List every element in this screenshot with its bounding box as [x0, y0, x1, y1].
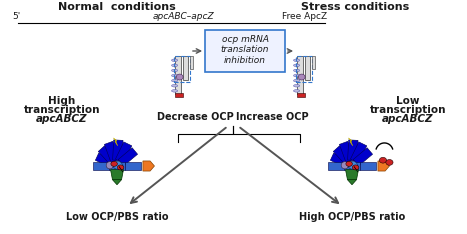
Bar — [360, 162, 376, 170]
Ellipse shape — [346, 161, 353, 166]
Ellipse shape — [177, 74, 183, 80]
FancyBboxPatch shape — [205, 30, 285, 72]
Text: 5': 5' — [12, 12, 20, 21]
Ellipse shape — [117, 165, 124, 170]
Polygon shape — [346, 170, 359, 180]
Text: High OCP/PBS ratio: High OCP/PBS ratio — [299, 212, 405, 222]
Bar — [109, 162, 125, 170]
Bar — [118, 148, 138, 166]
Bar — [125, 162, 141, 170]
Bar — [95, 153, 114, 168]
Bar — [183, 56, 188, 80]
Bar — [347, 140, 358, 161]
Polygon shape — [348, 138, 353, 146]
Ellipse shape — [171, 84, 177, 87]
Ellipse shape — [171, 79, 177, 82]
Bar — [98, 146, 117, 165]
Bar — [312, 56, 315, 69]
Ellipse shape — [171, 90, 177, 92]
Ellipse shape — [294, 74, 300, 77]
Bar — [105, 141, 119, 162]
Bar — [330, 153, 349, 168]
Polygon shape — [143, 161, 155, 171]
Text: Decrease OCP: Decrease OCP — [156, 112, 234, 122]
Text: apcABCZ: apcABCZ — [36, 114, 88, 124]
Text: Normal  conditions: Normal conditions — [58, 2, 176, 12]
Bar — [333, 146, 352, 165]
Polygon shape — [378, 161, 389, 171]
Ellipse shape — [171, 74, 177, 77]
Bar — [113, 140, 123, 161]
Ellipse shape — [113, 161, 122, 169]
Ellipse shape — [348, 161, 357, 169]
Bar — [115, 142, 132, 163]
Ellipse shape — [294, 90, 300, 92]
Bar — [296, 56, 312, 81]
Ellipse shape — [294, 69, 300, 72]
Bar — [297, 93, 305, 97]
Polygon shape — [113, 138, 118, 146]
Text: transcription: transcription — [24, 105, 100, 115]
Ellipse shape — [171, 69, 177, 72]
Bar — [190, 56, 193, 69]
Bar — [344, 162, 360, 170]
Text: Low: Low — [396, 96, 420, 106]
Ellipse shape — [353, 165, 359, 170]
Ellipse shape — [294, 84, 300, 87]
Polygon shape — [113, 180, 121, 185]
Text: High: High — [49, 96, 76, 106]
Ellipse shape — [106, 162, 113, 169]
Bar — [175, 93, 183, 97]
Ellipse shape — [298, 74, 305, 80]
Ellipse shape — [341, 162, 348, 169]
Text: apcABCZ: apcABCZ — [382, 114, 434, 124]
Text: Stress conditions: Stress conditions — [301, 2, 409, 12]
Text: transcription: transcription — [370, 105, 446, 115]
Polygon shape — [347, 180, 356, 185]
Ellipse shape — [294, 59, 300, 62]
Bar — [305, 56, 310, 80]
Ellipse shape — [294, 64, 300, 67]
Text: Low OCP/PBS ratio: Low OCP/PBS ratio — [66, 212, 168, 222]
Bar — [353, 148, 373, 166]
Bar — [328, 162, 344, 170]
Ellipse shape — [379, 157, 387, 163]
Text: Increase OCP: Increase OCP — [236, 112, 308, 122]
Polygon shape — [111, 170, 123, 180]
Ellipse shape — [386, 160, 393, 165]
Bar — [93, 162, 109, 170]
Text: apcABC–apcZ: apcABC–apcZ — [152, 12, 214, 21]
Ellipse shape — [171, 64, 177, 67]
Text: Free ApcZ: Free ApcZ — [283, 12, 327, 21]
Bar — [350, 142, 367, 163]
Bar — [297, 56, 304, 94]
Bar — [174, 56, 190, 81]
Bar — [340, 141, 354, 162]
Bar — [175, 56, 181, 94]
Text: ocp mRNA
translation
inhibition: ocp mRNA translation inhibition — [221, 35, 269, 65]
Ellipse shape — [171, 59, 177, 62]
Ellipse shape — [294, 79, 300, 82]
Ellipse shape — [111, 161, 117, 166]
